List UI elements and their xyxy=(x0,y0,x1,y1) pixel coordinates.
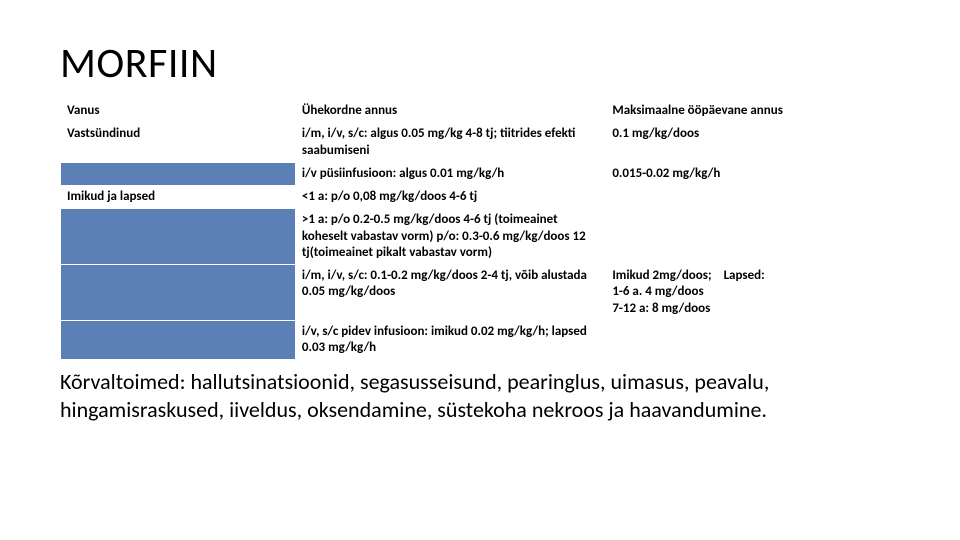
cell-max-right: Lapsed: xyxy=(724,268,893,317)
cell-max: Imikud 2mg/doos; 1-6 a. 4 mg/doos 7-12 a… xyxy=(606,265,900,321)
cell-dose: <1 a: p/o 0,08 mg/kg/doos 4-6 tj xyxy=(295,186,605,209)
cell-age xyxy=(61,265,296,321)
cell-age xyxy=(61,320,296,360)
dosage-table: Vanus Ühekordne annus Maksimaalne ööpäev… xyxy=(60,99,900,360)
table-row: >1 a: p/o 0.2-0.5 mg/kg/doos 4-6 tj (toi… xyxy=(61,209,900,265)
cell-max: 0.1 mg/kg/doos xyxy=(606,123,900,163)
cell-age: Imikud ja lapsed xyxy=(61,186,296,209)
table-row: i/v, s/c pidev infusioon: imikud 0.02 mg… xyxy=(61,320,900,360)
cell-dose: i/v püsiinfusioon: algus 0.01 mg/kg/h xyxy=(295,162,605,185)
table-row: i/v püsiinfusioon: algus 0.01 mg/kg/h 0.… xyxy=(61,162,900,185)
table-header-row: Vanus Ühekordne annus Maksimaalne ööpäev… xyxy=(61,100,900,123)
cell-age: Vastsündinud xyxy=(61,123,296,163)
table-row: Imikud ja lapsed <1 a: p/o 0,08 mg/kg/do… xyxy=(61,186,900,209)
cell-max-left: Imikud 2mg/doos; 1-6 a. 4 mg/doos 7-12 a… xyxy=(612,268,711,317)
page-title: MORFIIN xyxy=(60,38,900,89)
cell-max xyxy=(606,320,900,360)
col-header-single-dose: Ühekordne annus xyxy=(295,100,605,123)
col-header-max-daily: Maksimaalne ööpäevane annus xyxy=(606,100,900,123)
cell-dose: i/v, s/c pidev infusioon: imikud 0.02 mg… xyxy=(295,320,605,360)
cell-dose: i/m, i/v, s/c: algus 0.05 mg/kg 4-8 tj; … xyxy=(295,123,605,163)
slide: MORFIIN Vanus Ühekordne annus Maksimaaln… xyxy=(0,0,960,540)
cell-dose: i/m, i/v, s/c: 0.1-0.2 mg/kg/doos 2-4 tj… xyxy=(295,265,605,321)
cell-dose: >1 a: p/o 0.2-0.5 mg/kg/doos 4-6 tj (toi… xyxy=(295,209,605,265)
cell-age xyxy=(61,162,296,185)
cell-max: 0.015-0.02 mg/kg/h xyxy=(606,162,900,185)
cell-max xyxy=(606,209,900,265)
cell-max xyxy=(606,186,900,209)
side-effects-text: Kõrvaltoimed: hallutsinatsioonid, segasu… xyxy=(60,368,900,423)
col-header-age: Vanus xyxy=(61,100,296,123)
table-row: i/m, i/v, s/c: 0.1-0.2 mg/kg/doos 2-4 tj… xyxy=(61,265,900,321)
table-row: Vastsündinud i/m, i/v, s/c: algus 0.05 m… xyxy=(61,123,900,163)
cell-age xyxy=(61,209,296,265)
